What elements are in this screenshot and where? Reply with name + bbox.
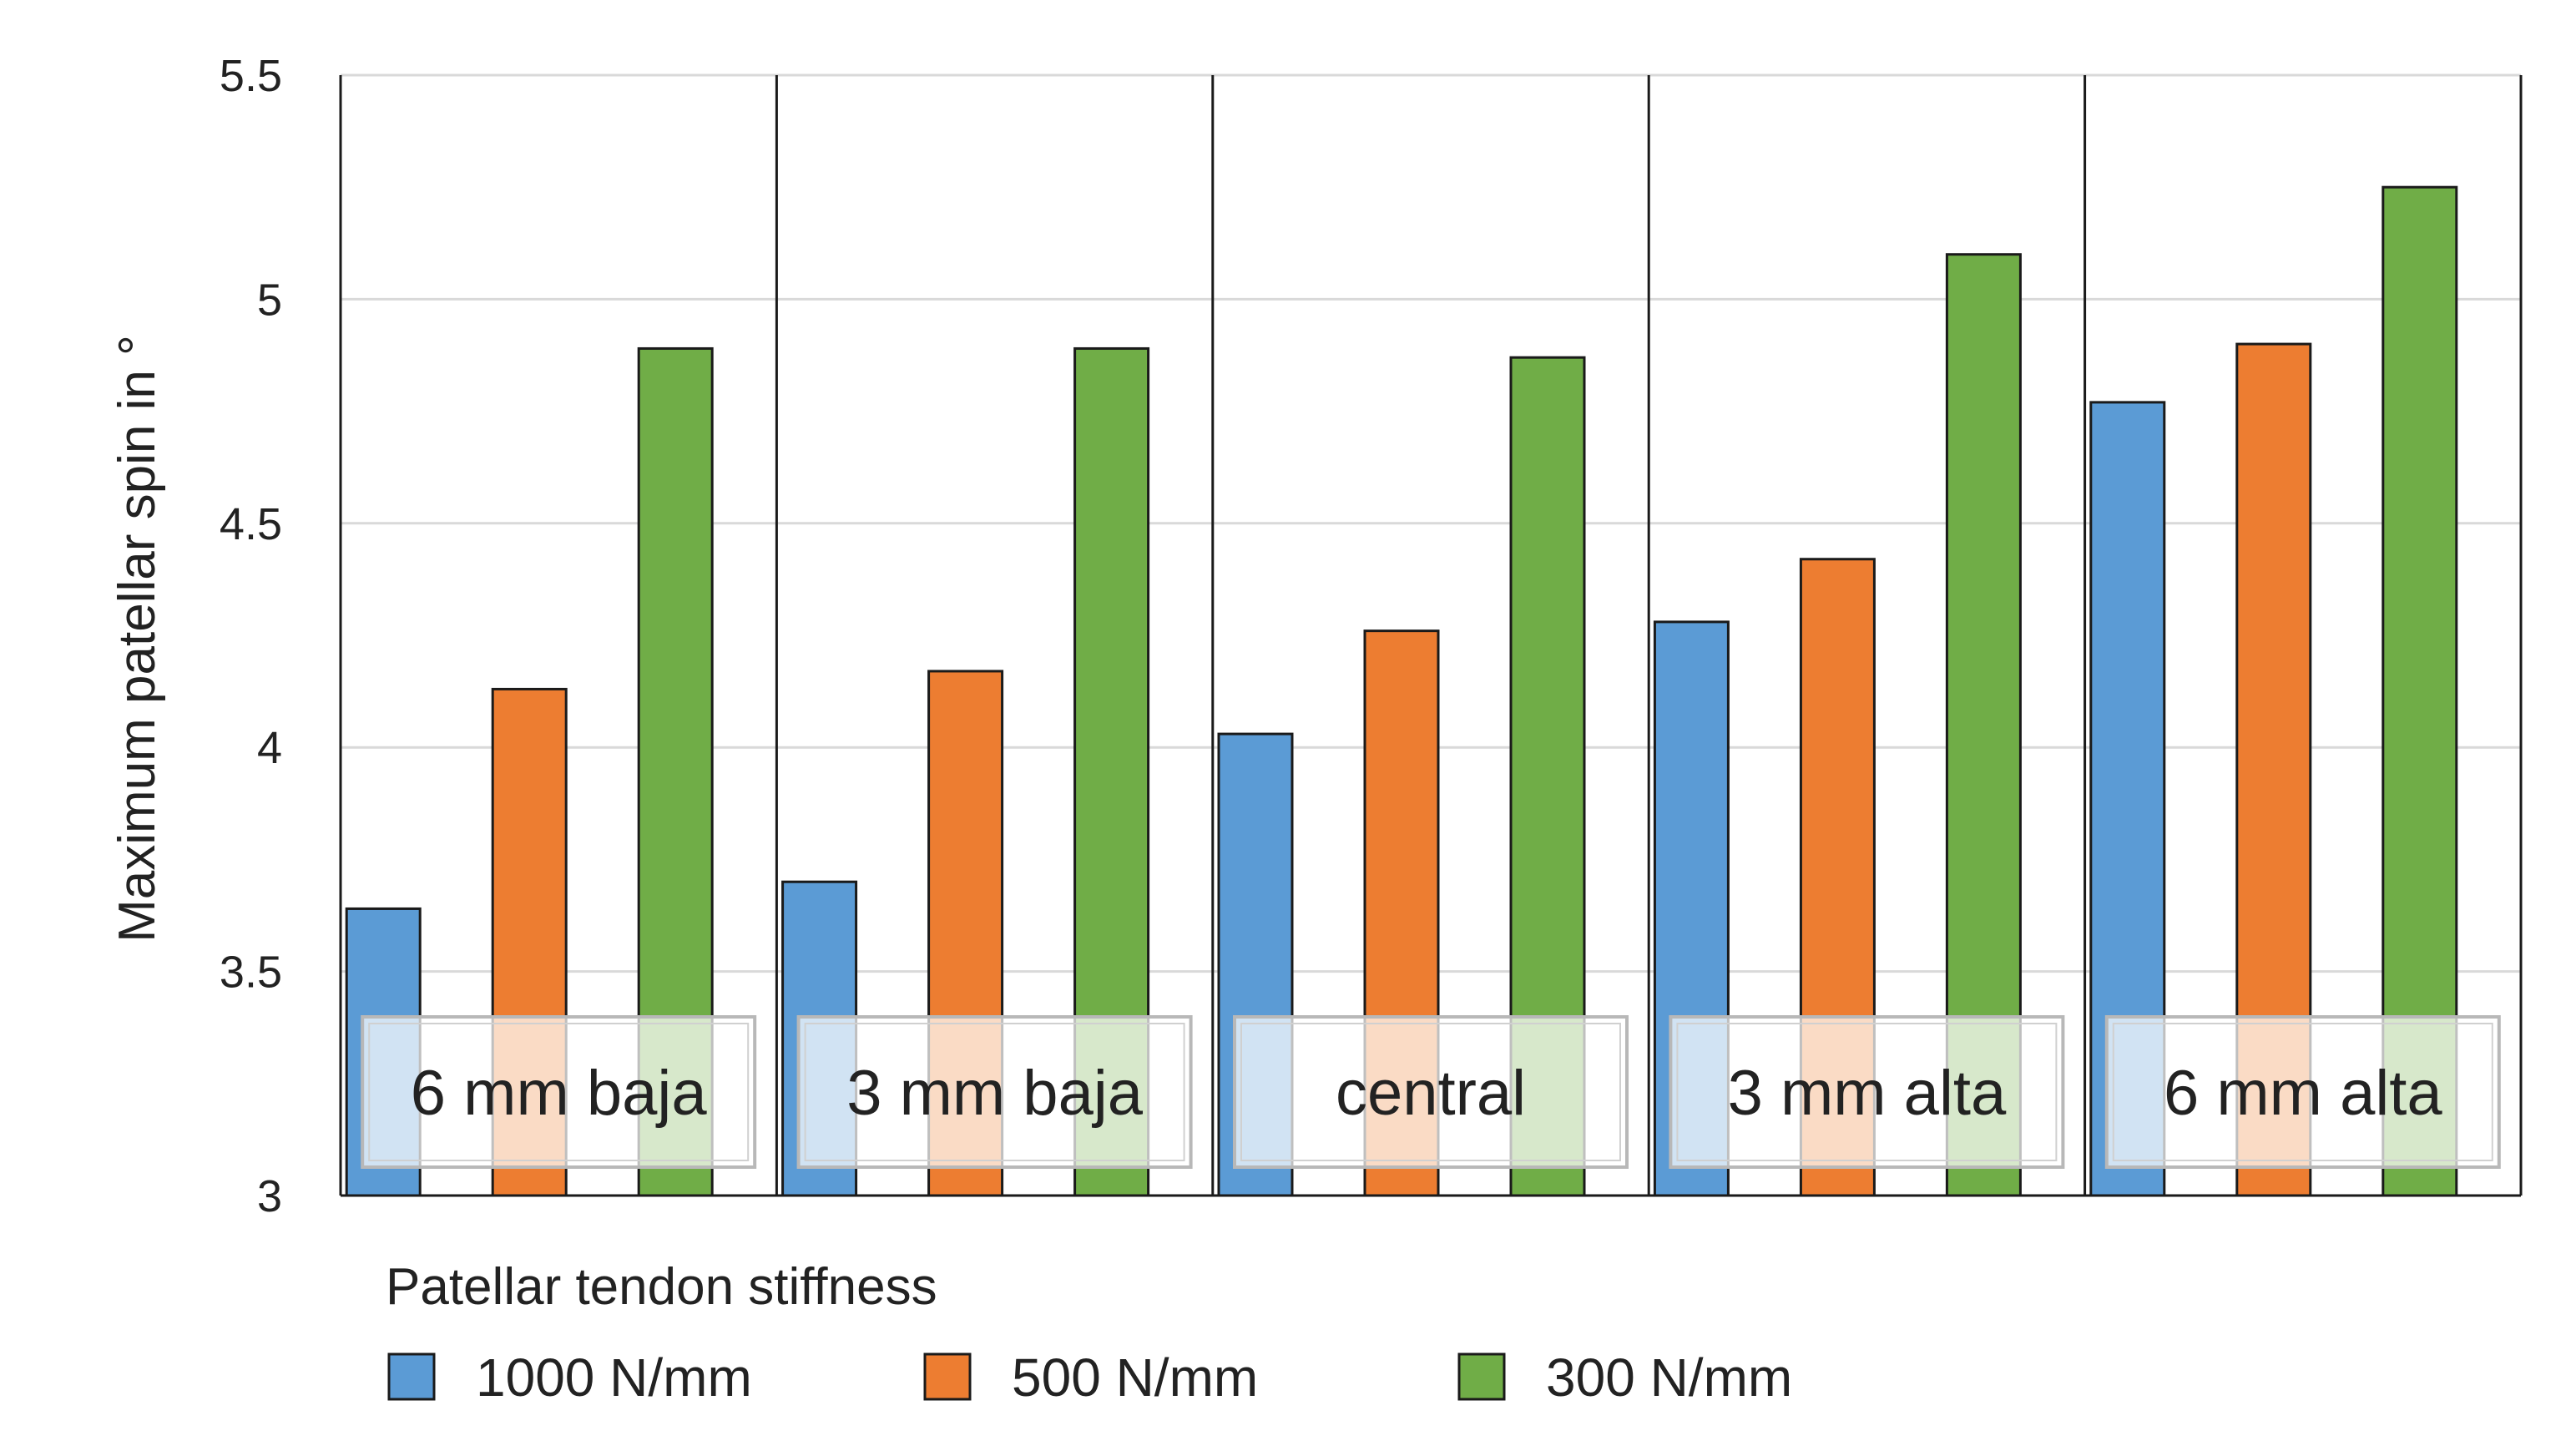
- legend-swatch: [387, 1352, 436, 1401]
- y-axis-ticks: 3 3.5 4 4.5 5 5.5: [220, 51, 282, 1221]
- y-tick-label: 4.5: [220, 499, 282, 549]
- group-label-box: [1233, 1015, 1629, 1169]
- y-tick-label: 5.5: [220, 51, 282, 101]
- legend-label: 300 N/mm: [1546, 1347, 1792, 1408]
- legend-label: 1000 N/mm: [476, 1347, 752, 1408]
- group-label-box-inner: [368, 1023, 750, 1161]
- group-label: central: [1336, 1058, 1526, 1129]
- y-tick-label: 3.5: [220, 948, 282, 998]
- group-label-box: [1669, 1015, 2065, 1169]
- group-labels: 6 mm baja 3 mm baja central 3 mm alta 6 mm a…: [361, 1015, 2501, 1169]
- legend-swatch: [1457, 1352, 1506, 1401]
- group-label: 6 mm alta: [2164, 1058, 2442, 1129]
- group-label: 3 mm baja: [846, 1058, 1144, 1129]
- y-tick-label: 5: [257, 275, 282, 325]
- y-tick-label: 4: [257, 723, 282, 773]
- group-label-box: [2104, 1015, 2501, 1169]
- y-axis-title: Maximum patellar spin in °: [109, 335, 166, 943]
- group-separators: [339, 75, 2523, 1197]
- group-label-box: [796, 1015, 1193, 1169]
- group-label: 6 mm baja: [411, 1058, 708, 1129]
- legend: Patellar tendon stiffness 1000 N/mm 500 N…: [386, 1258, 1792, 1408]
- group-label-box-inner: [2112, 1023, 2493, 1161]
- legend-title: Patellar tendon stiffness: [386, 1258, 937, 1316]
- legend-label: 500 N/mm: [1012, 1347, 1258, 1408]
- group-label-box-inner: [1240, 1023, 1621, 1161]
- group-label-box: [361, 1015, 757, 1169]
- group-label: 3 mm alta: [1728, 1058, 2007, 1129]
- y-tick-label: 3: [257, 1171, 282, 1221]
- legend-swatch: [923, 1352, 972, 1401]
- group-label-box-inner: [804, 1023, 1185, 1161]
- group-label-box-inner: [1676, 1023, 2058, 1161]
